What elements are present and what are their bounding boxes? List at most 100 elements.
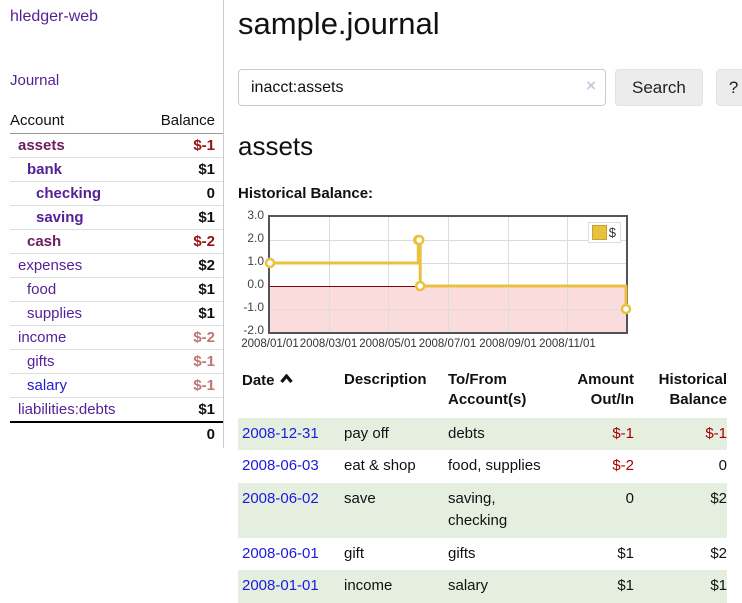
transaction-date-link[interactable]: 2008-06-02 (242, 490, 319, 507)
search-input[interactable] (238, 69, 606, 106)
search-form: × Search ? (238, 69, 742, 106)
account-balance: $-2 (147, 325, 223, 350)
register-row: 2008-01-01 income salary $1 $1 (238, 570, 727, 603)
account-link[interactable]: liabilities:debts (18, 401, 116, 418)
register-row: 2008-06-01 gift gifts $1 $2 (238, 538, 727, 571)
page-title: sample.journal (238, 6, 440, 41)
account-link[interactable]: cash (27, 233, 62, 250)
sidebar: hledger-web Journal Account Balance asse… (0, 0, 224, 448)
transaction-balance: $1 (710, 577, 727, 595)
account-balance: $2 (147, 253, 223, 278)
clear-search-icon[interactable]: × (586, 76, 596, 95)
account-link[interactable]: assets (18, 137, 65, 154)
transaction-date-link[interactable]: 2008-12-31 (242, 424, 319, 442)
transaction-description: eat & shop (344, 457, 416, 475)
y-axis-tick-label: -2.0 (243, 323, 264, 337)
transaction-amount: $-2 (612, 457, 634, 475)
account-balance: $1 (198, 401, 215, 418)
transaction-date-link[interactable]: 2008-06-03 (242, 457, 319, 475)
register-header-row: Date Description To/From Account(s) Amou… (238, 368, 727, 418)
y-axis-tick-label: -1.0 (243, 300, 264, 314)
app-brand-link[interactable]: hledger-web (10, 8, 99, 25)
account-link[interactable]: expenses (18, 257, 83, 274)
account-balance: $1 (147, 301, 223, 326)
account-balance: 0 (147, 181, 223, 206)
transaction-amount: $-1 (612, 424, 634, 442)
v-gridline (388, 217, 390, 332)
account-link[interactable]: income (18, 329, 67, 346)
x-axis-tick-label: 2008/11/01 (539, 338, 596, 350)
v-gridline (447, 217, 449, 332)
register-table: Date Description To/From Account(s) Amou… (238, 368, 727, 603)
register-header-balance: Historical Balance (658, 371, 727, 409)
transaction-date-link[interactable]: 2008-01-01 (242, 577, 319, 595)
transaction-amount: $1 (617, 577, 634, 595)
transaction-accounts: saving, checking (448, 490, 508, 529)
chart-heading: Historical Balance: (238, 185, 374, 202)
account-balance: $-2 (147, 229, 223, 254)
transaction-date-link[interactable]: 2008-06-01 (242, 544, 319, 562)
search-input-wrap: × (238, 69, 606, 106)
register-header-description: Description (344, 371, 427, 388)
account-link[interactable]: bank (27, 161, 63, 178)
transaction-accounts: salary (448, 577, 489, 595)
account-balance: $1 (147, 157, 223, 182)
balance-line-series (264, 234, 632, 315)
account-link[interactable]: food (27, 281, 57, 298)
accounts-header-balance: Balance (147, 110, 223, 134)
accounts-total-value: 0 (147, 421, 223, 446)
accounts-total-spacer (10, 421, 148, 446)
account-row: gifts $-1 (10, 349, 223, 374)
account-balance: $1 (147, 205, 223, 230)
transaction-accounts: gifts (448, 544, 476, 562)
account-link[interactable]: gifts (27, 353, 55, 370)
account-link[interactable]: checking (36, 185, 102, 202)
transaction-description: save (344, 490, 376, 507)
y-axis-tick-label: 0.0 (247, 277, 264, 291)
x-axis-tick-label: 2008/01/01 (241, 338, 299, 350)
sort-ascending-icon (279, 370, 293, 390)
y-axis-tick-label: 3.0 (247, 208, 264, 222)
account-link[interactable]: saving (36, 209, 84, 226)
account-row: checking 0 (10, 181, 223, 206)
search-button[interactable]: Search (615, 69, 703, 106)
accounts-total-row: 0 (10, 421, 223, 446)
legend-label: $ (608, 225, 616, 240)
transaction-balance: $-1 (705, 424, 727, 442)
y-axis-tick-label: 1.0 (247, 254, 264, 268)
register-row: 2008-06-02 save saving, checking 0 $2 (238, 483, 727, 538)
chart-legend: $ (587, 222, 621, 243)
chart-plot-area: $ (264, 215, 632, 334)
v-gridline (507, 217, 509, 332)
transaction-balance: $2 (710, 544, 727, 562)
transaction-description: pay off (344, 424, 389, 442)
transaction-amount: 0 (625, 490, 634, 507)
account-row: bank $1 (10, 157, 223, 182)
account-row: expenses $2 (10, 253, 223, 278)
register-header-date[interactable]: Date (238, 368, 336, 418)
help-button[interactable]: ? (715, 69, 742, 106)
x-axis-tick-label: 2008/07/01 (418, 338, 477, 350)
v-gridline (567, 217, 569, 332)
account-balance: $1 (147, 277, 223, 302)
transaction-description: income (344, 577, 393, 595)
account-balance: $-1 (147, 373, 223, 398)
transaction-accounts: food, supplies (448, 457, 541, 475)
account-link[interactable]: supplies (27, 305, 83, 322)
x-axis-tick-label: 2008/03/01 (299, 338, 358, 350)
sidebar-item-journal[interactable]: Journal (10, 72, 60, 89)
transaction-amount: $1 (617, 544, 634, 562)
x-axis-tick-label: 2008/05/01 (359, 338, 417, 350)
y-axis-tick-label: 2.0 (247, 231, 264, 245)
account-heading: assets (238, 131, 314, 161)
account-row: cash $-2 (10, 229, 223, 254)
accounts-table: Account Balance assets $-1 bank $1 checking 0… (10, 110, 223, 446)
account-row: salary $-1 (10, 373, 223, 398)
register-header-accounts: To/From Account(s) (448, 371, 527, 409)
account-row: assets $-1 (10, 133, 223, 158)
transaction-accounts: debts (448, 424, 485, 442)
historical-balance-chart: 3.0 2.0 1.0 0.0 -1.0 -2.0 $ 2008/01/01 2008/03… (238, 208, 742, 354)
transaction-balance: 0 (718, 457, 727, 475)
account-link[interactable]: salary (27, 377, 68, 394)
